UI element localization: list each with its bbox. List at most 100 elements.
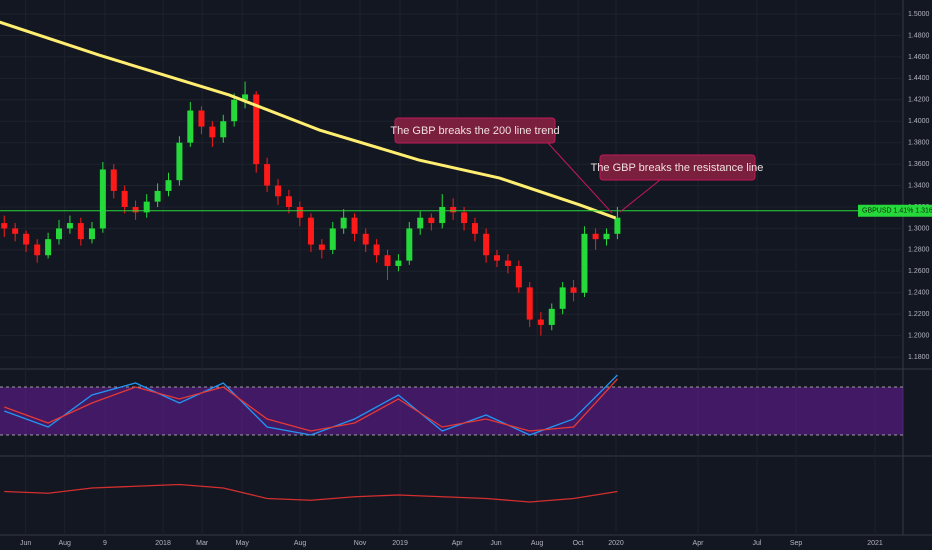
candle-body: [548, 308, 555, 325]
candle-body: [559, 287, 566, 309]
candle-body: [329, 228, 336, 250]
candle-body: [143, 201, 150, 213]
candle-body: [592, 233, 599, 240]
candle-body: [340, 217, 347, 229]
y-tick-label: 1.3800: [908, 140, 930, 147]
candle-body: [461, 212, 468, 224]
annotation-box: [599, 154, 756, 181]
candle-body: [165, 180, 172, 191]
candle-body: [77, 223, 84, 240]
x-tick-label: 2018: [155, 540, 171, 547]
x-tick-label: Aug: [294, 540, 307, 547]
candle-body: [154, 190, 161, 202]
x-tick-label: Sep: [790, 540, 803, 547]
candle-body: [275, 185, 282, 197]
candle-body: [264, 164, 271, 186]
candle-body: [494, 255, 501, 261]
y-tick-label: 1.3600: [908, 161, 930, 168]
annotation-pointer: [547, 142, 613, 214]
y-tick-label: 1.4800: [908, 32, 930, 39]
y-tick-label: 1.3000: [908, 225, 930, 232]
candle-body: [12, 228, 19, 234]
y-tick-label: 1.4200: [908, 97, 930, 104]
candle-body: [384, 255, 391, 266]
y-tick-label: 1.3400: [908, 182, 930, 189]
y-tick-label: 1.4000: [908, 118, 930, 125]
candle-body: [471, 223, 478, 234]
y-tick-label: 1.5000: [908, 11, 930, 18]
x-tick-label: Nov: [354, 540, 367, 547]
candle-body: [504, 260, 511, 266]
candle-body: [66, 223, 73, 229]
series-line: [4, 374, 618, 436]
y-tick-label: 1.4400: [908, 75, 930, 82]
price-label-box: [858, 204, 932, 217]
x-tick-label: Aug: [58, 540, 71, 547]
x-tick-label: Mar: [196, 540, 209, 547]
y-tick-label: 1.2000: [908, 332, 930, 339]
candle-body: [428, 217, 435, 224]
candle-body: [537, 319, 544, 325]
x-tick-label: Jun: [20, 540, 31, 547]
annotation: The GBP breaks the resistance line: [591, 154, 763, 213]
candle-body: [285, 196, 292, 207]
candle-body: [1, 223, 8, 229]
candle-body: [581, 233, 588, 293]
candle-body: [45, 239, 52, 256]
candle-body: [318, 244, 325, 250]
candle-body: [395, 260, 402, 266]
x-tick-label: Jun: [490, 540, 501, 547]
candle-body: [23, 233, 30, 245]
annotation-pointer: [619, 179, 661, 213]
candle-body: [483, 233, 490, 256]
marks: [0, 20, 903, 503]
candle-body: [187, 110, 194, 143]
x-tick-label: Jul: [753, 540, 762, 547]
candle-body: [121, 190, 128, 207]
moving-average: [0, 20, 617, 220]
series-line: [4, 483, 618, 503]
x-tick-label: 9: [103, 540, 107, 547]
price-label: GBPUSD 1.41% 1.3165: [862, 208, 932, 215]
x-tick-label: 2021: [867, 540, 883, 547]
candle-body: [406, 228, 413, 261]
candle-body: [220, 121, 227, 138]
candle-body: [99, 169, 106, 229]
x-tick-label: Oct: [573, 540, 584, 547]
x-tick-label: 2020: [608, 540, 624, 547]
candle-body: [209, 126, 216, 138]
candle-body: [439, 206, 446, 224]
candle-body: [176, 142, 183, 181]
x-tick-label: 2019: [392, 540, 408, 547]
candle-body: [362, 233, 369, 245]
annotation-box: [394, 117, 556, 144]
candle-body: [307, 217, 314, 245]
x-tick-label: Apr: [452, 540, 464, 547]
candle-body: [570, 287, 577, 293]
annotation-text: The GBP breaks the 200 line trend: [390, 125, 559, 137]
x-tick-label: May: [236, 540, 250, 547]
series-line: [4, 378, 618, 432]
candle-body: [253, 94, 260, 165]
candle-body: [603, 233, 610, 240]
candle-body: [231, 99, 238, 122]
y-tick-label: 1.2600: [908, 268, 930, 275]
x-tick-label: Aug: [531, 540, 544, 547]
annotation: The GBP breaks the 200 line trend: [390, 117, 613, 214]
candle-body: [373, 244, 380, 256]
x-tick-label: Apr: [693, 540, 705, 547]
candle-body: [242, 94, 249, 100]
candle-body: [34, 244, 41, 256]
y-tick-label: 1.1800: [908, 354, 930, 361]
candle-body: [132, 206, 139, 213]
candle-body: [351, 217, 358, 234]
y-tick-label: 1.2200: [908, 311, 930, 318]
candle-body: [526, 287, 533, 320]
candle-body: [515, 265, 522, 288]
candle-body: [296, 206, 303, 218]
candle-body: [417, 217, 424, 229]
y-tick-label: 1.2800: [908, 247, 930, 254]
candle-body: [88, 228, 95, 240]
